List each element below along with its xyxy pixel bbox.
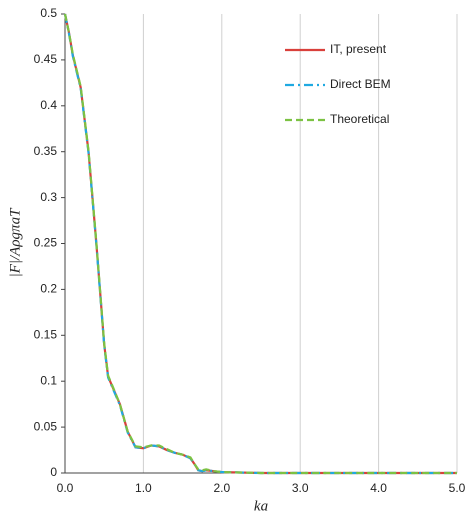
series-line	[63, 13, 457, 475]
x-tick-label: 0.0	[57, 481, 74, 495]
y-tick-label: 0.1	[40, 373, 57, 387]
y-axis-title: |F|/AρgπaT	[7, 207, 23, 277]
x-tick-label: 4.0	[370, 481, 387, 495]
y-tick-label: 0.3	[40, 190, 57, 204]
y-tick-label: 0.05	[34, 419, 58, 433]
x-axis-title: ka	[254, 498, 268, 514]
x-tick-label: 1.0	[135, 481, 152, 495]
x-tick-label: 5.0	[449, 481, 466, 495]
y-tick-label: 0.35	[34, 144, 58, 158]
y-tick-label: 0.15	[34, 327, 58, 341]
series-line	[63, 13, 457, 475]
x-tick-label: 2.0	[213, 481, 230, 495]
y-tick-label: 0.25	[34, 236, 58, 250]
legend-label: Direct BEM	[330, 77, 391, 91]
y-tick-label: 0.2	[40, 282, 57, 296]
legend-label: IT, present	[330, 42, 387, 56]
y-tick-label: 0.4	[40, 98, 57, 112]
x-tick-label: 3.0	[292, 481, 309, 495]
legend-label: Theoretical	[330, 112, 389, 126]
y-tick-label: 0	[50, 465, 57, 479]
series-line	[63, 13, 457, 475]
y-tick-label: 0.45	[34, 52, 58, 66]
y-tick-label: 0.5	[40, 6, 57, 20]
